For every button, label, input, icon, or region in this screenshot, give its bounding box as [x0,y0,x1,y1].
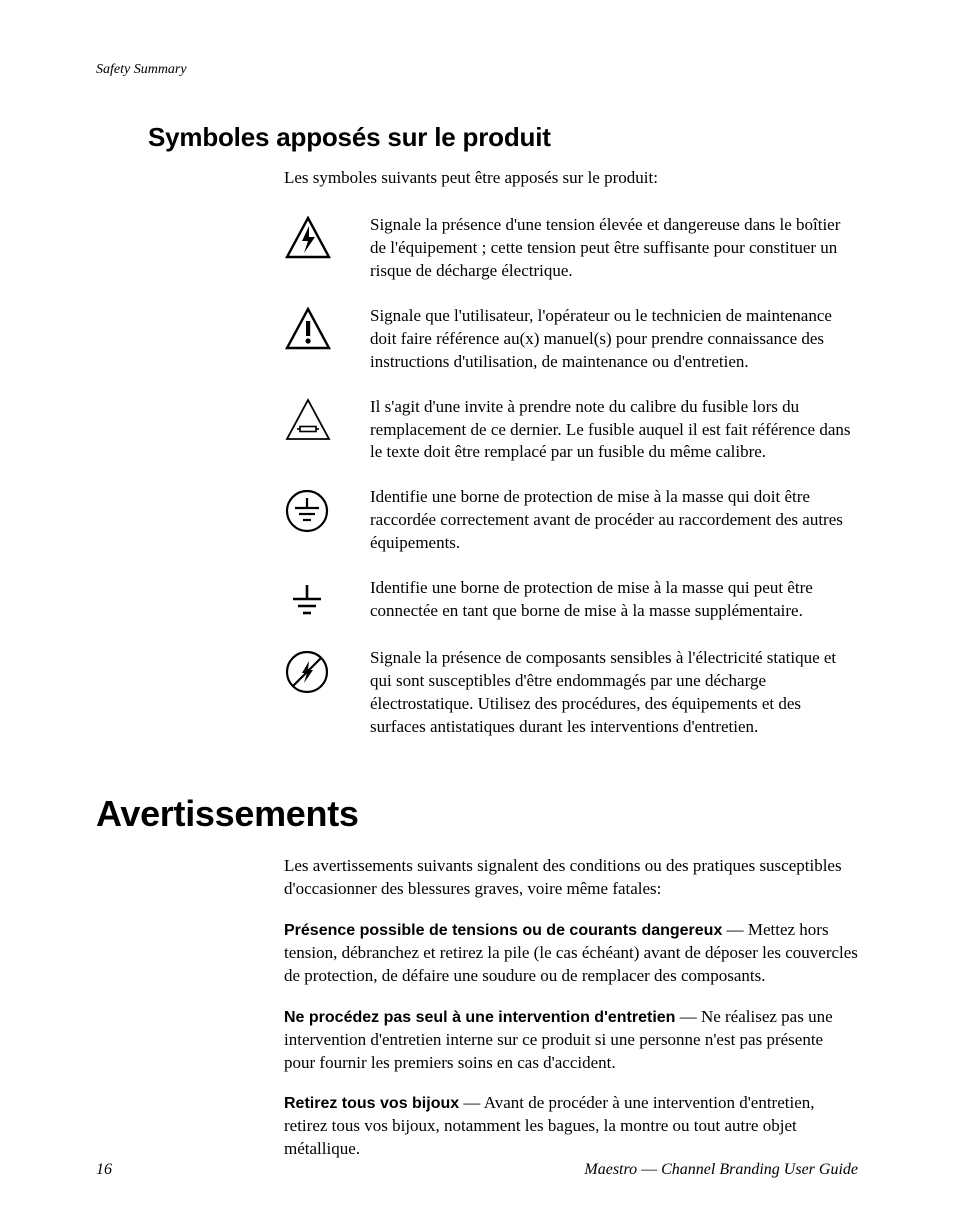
footer-doc: Channel Branding User Guide [661,1161,858,1178]
symbol-desc: Identifie une borne de protection de mis… [370,577,858,623]
warning-bold: Retirez tous vos bijoux [284,1095,459,1112]
symbol-row-fuse: Il s'agit d'une invite à prendre note du… [284,396,858,465]
symbols-intro: Les symboles suivants peut être apposés … [284,167,858,190]
page-number: 16 [96,1161,112,1179]
footer-product: Maestro [584,1161,637,1178]
page-footer: 16 Maestro — Channel Branding User Guide [96,1161,858,1179]
refer-manual-icon [284,305,370,351]
footer-sep: — [637,1161,661,1178]
symbol-row-esd: Signale la présence de composants sensib… [284,647,858,739]
ground-icon [284,577,370,625]
symbol-row-ground-optional: Identifie une borne de protection de mis… [284,577,858,625]
symbol-desc: Identifie une borne de protection de mis… [370,486,858,555]
high-voltage-icon [284,214,370,260]
symbol-row-manual: Signale que l'utilisateur, l'opérateur o… [284,305,858,374]
warning-sep: — [675,1007,701,1026]
footer-title: Maestro — Channel Branding User Guide [584,1161,858,1179]
symbol-row-ground-required: Identifie une borne de protection de mis… [284,486,858,555]
warning-paragraph: Présence possible de tensions ou de cour… [284,919,858,988]
protective-ground-icon [284,486,370,534]
symbol-desc: Signale la présence de composants sensib… [370,647,858,739]
symbol-row-high-voltage: Signale la présence d'une tension élevée… [284,214,858,283]
warnings-intro: Les avertissements suivants signalent de… [284,855,858,901]
esd-icon [284,647,370,695]
warning-bold: Ne procédez pas seul à une intervention … [284,1009,675,1026]
running-header: Safety Summary [96,62,858,78]
warning-sep: — [459,1093,484,1112]
symbol-desc: Il s'agit d'une invite à prendre note du… [370,396,858,465]
warning-sep: — [722,920,748,939]
main-heading-avertissements: Avertissements [96,793,858,835]
symbol-desc: Signale que l'utilisateur, l'opérateur o… [370,305,858,374]
warning-paragraph: Ne procédez pas seul à une intervention … [284,1006,858,1075]
section-heading-symbols: Symboles apposés sur le produit [148,122,858,153]
symbol-desc: Signale la présence d'une tension élevée… [370,214,858,283]
warning-paragraph: Retirez tous vos bijoux — Avant de procé… [284,1092,858,1161]
fuse-icon [284,396,370,442]
warning-bold: Présence possible de tensions ou de cour… [284,922,722,939]
